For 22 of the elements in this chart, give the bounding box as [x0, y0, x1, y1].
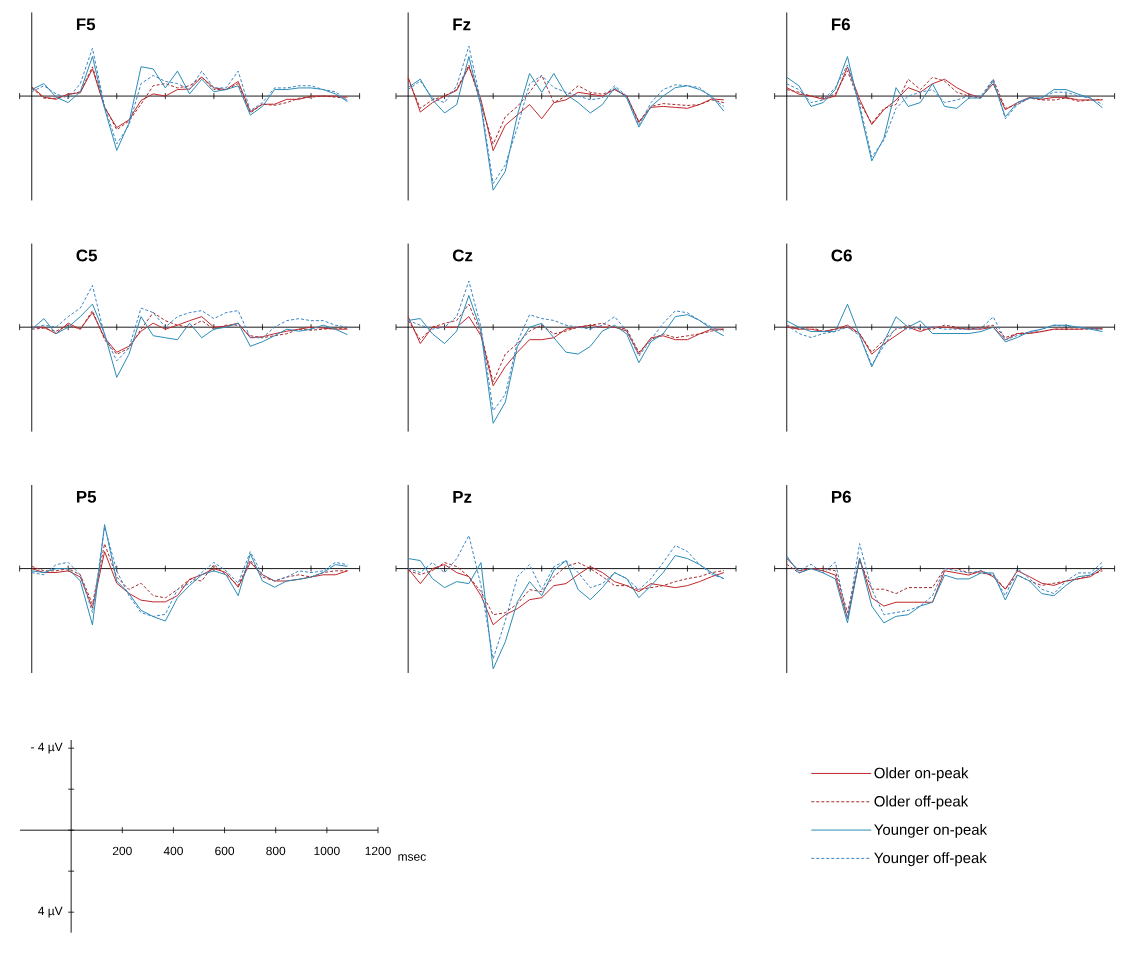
chart-title: C6: [831, 249, 852, 262]
x-tick-label: 200: [112, 846, 132, 856]
legend-label: Older on-peak: [874, 767, 969, 782]
chart-title: P5: [76, 490, 97, 503]
chart-title: Pz: [453, 491, 472, 503]
chart-title: F5: [76, 18, 96, 31]
chart-title: P6: [831, 490, 851, 503]
legend-label: Older off-peak: [874, 795, 969, 810]
x-tick-label: 800: [266, 846, 286, 856]
x-tick-label: 600: [215, 846, 235, 856]
chart-title: F6: [831, 18, 850, 31]
y-tick-label: 4 µV: [38, 906, 63, 918]
chart-title: Fz: [453, 18, 471, 31]
y-tick-label: - 4 µV: [31, 742, 63, 754]
chart-title: C5: [76, 249, 98, 262]
x-axis-title: msec: [398, 854, 426, 861]
chart-title: Cz: [452, 249, 473, 262]
legend-label: Younger on-peak: [874, 823, 988, 838]
legend-label: Younger off-peak: [874, 852, 987, 867]
x-tick-label: 1200: [365, 846, 391, 856]
x-tick-label: 1000: [314, 846, 340, 856]
x-tick-label: 400: [163, 846, 183, 856]
